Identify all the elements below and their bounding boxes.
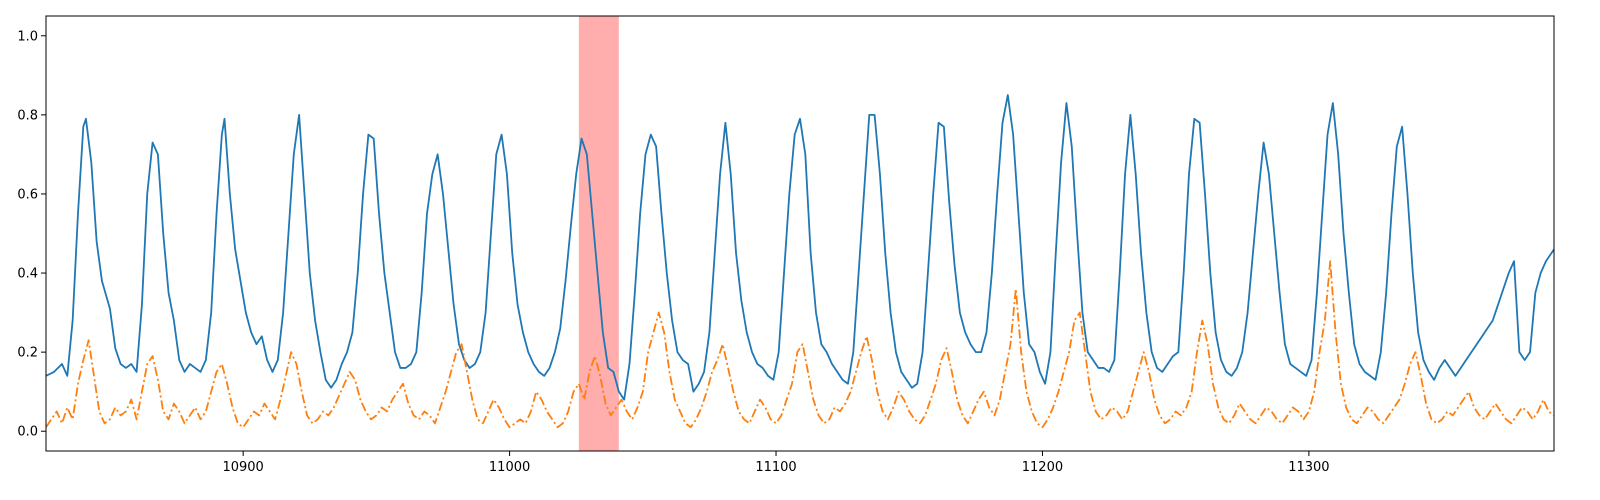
x-axis: 10900 11000 11100 11200 11300 bbox=[222, 451, 1330, 475]
x-tick-label: 10900 bbox=[222, 460, 263, 475]
x-tick-label: 11300 bbox=[1288, 460, 1329, 475]
series-line-2 bbox=[46, 260, 1554, 429]
series-line-1 bbox=[46, 94, 1554, 401]
y-tick-label: 0.0 bbox=[17, 425, 38, 440]
x-tick-label: 11000 bbox=[489, 460, 530, 475]
highlight-span bbox=[578, 16, 619, 451]
y-tick-label: 0.6 bbox=[17, 187, 38, 202]
y-tick-label: 0.8 bbox=[17, 108, 38, 123]
y-tick-label: 1.0 bbox=[17, 29, 38, 44]
plot-area bbox=[45, 15, 1555, 452]
y-tick-label: 0.4 bbox=[17, 267, 38, 282]
x-tick-label: 11100 bbox=[755, 460, 796, 475]
x-tick-label: 11200 bbox=[1022, 460, 1063, 475]
y-axis: 0.0 0.2 0.4 0.6 0.8 1.0 bbox=[17, 29, 46, 440]
axes-frame bbox=[45, 15, 1555, 452]
y-tick-label: 0.2 bbox=[17, 346, 38, 361]
